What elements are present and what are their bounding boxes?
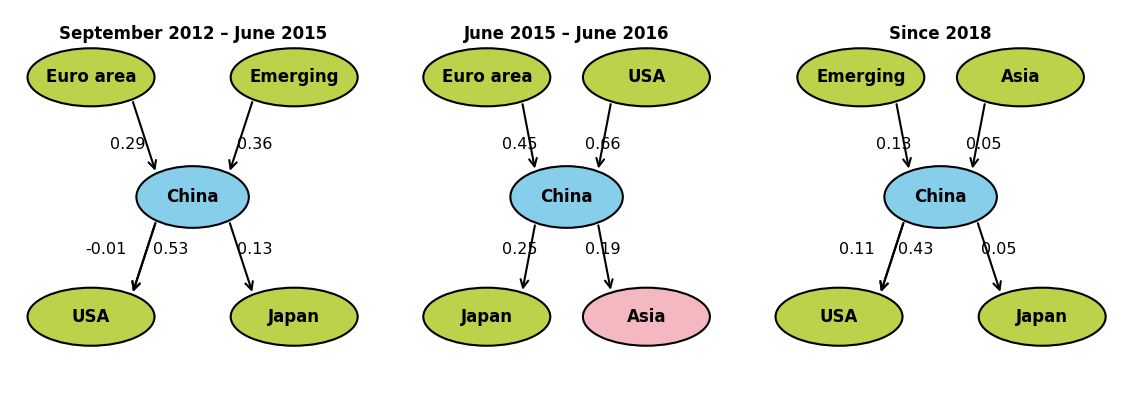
Ellipse shape xyxy=(423,48,550,106)
Ellipse shape xyxy=(583,48,710,106)
Text: China: China xyxy=(914,188,967,206)
Ellipse shape xyxy=(978,288,1105,346)
Text: USA: USA xyxy=(820,308,858,326)
Text: Euro area: Euro area xyxy=(442,68,532,86)
Text: Since 2018: Since 2018 xyxy=(890,25,992,43)
Text: 0.29: 0.29 xyxy=(110,137,145,152)
Text: Japan: Japan xyxy=(1017,308,1068,326)
Text: Japan: Japan xyxy=(268,308,320,326)
Ellipse shape xyxy=(231,48,358,106)
Text: 0.13: 0.13 xyxy=(237,242,272,257)
Text: 0.66: 0.66 xyxy=(586,137,620,152)
Text: 0.13: 0.13 xyxy=(875,137,911,152)
Text: Emerging: Emerging xyxy=(816,68,905,86)
Text: China: China xyxy=(541,188,592,206)
Text: 0.45: 0.45 xyxy=(502,137,537,152)
Text: 0.43: 0.43 xyxy=(898,242,932,257)
Text: 0.11: 0.11 xyxy=(839,242,875,257)
Text: China: China xyxy=(166,188,219,206)
Ellipse shape xyxy=(884,166,996,228)
Text: USA: USA xyxy=(72,308,110,326)
Ellipse shape xyxy=(28,48,155,106)
Text: Euro area: Euro area xyxy=(46,68,136,86)
Text: 0.05: 0.05 xyxy=(981,242,1017,257)
Text: Japan: Japan xyxy=(461,308,513,326)
Ellipse shape xyxy=(137,166,249,228)
Text: Asia: Asia xyxy=(627,308,666,326)
Ellipse shape xyxy=(798,48,925,106)
Text: Asia: Asia xyxy=(1001,68,1040,86)
Text: September 2012 – June 2015: September 2012 – June 2015 xyxy=(58,25,327,43)
Text: 0.25: 0.25 xyxy=(502,242,537,257)
Text: Emerging: Emerging xyxy=(249,68,339,86)
Text: 0.53: 0.53 xyxy=(154,242,188,257)
Ellipse shape xyxy=(583,288,710,346)
Text: June 2015 – June 2016: June 2015 – June 2016 xyxy=(463,25,670,43)
Text: 0.05: 0.05 xyxy=(966,137,1002,152)
Ellipse shape xyxy=(511,166,623,228)
Ellipse shape xyxy=(28,288,155,346)
Text: USA: USA xyxy=(627,68,665,86)
Ellipse shape xyxy=(231,288,358,346)
Ellipse shape xyxy=(423,288,550,346)
Ellipse shape xyxy=(957,48,1084,106)
Ellipse shape xyxy=(775,288,902,346)
Text: 0.19: 0.19 xyxy=(585,242,620,257)
Text: 0.36: 0.36 xyxy=(237,137,272,152)
Text: -0.01: -0.01 xyxy=(85,242,127,257)
